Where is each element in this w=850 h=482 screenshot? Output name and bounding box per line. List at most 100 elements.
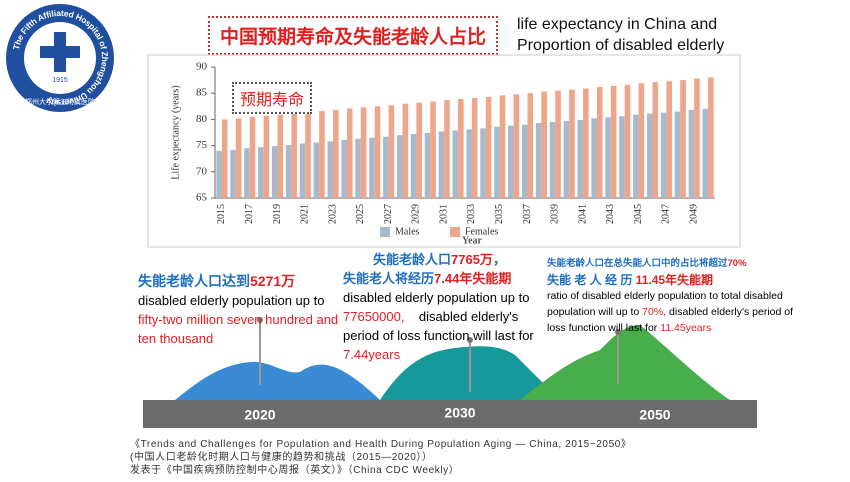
title-en: life expectancy in China and Proportion … (517, 14, 724, 56)
y-tick-label: 75 (196, 139, 208, 151)
bar (438, 131, 445, 198)
bar (319, 111, 325, 198)
bar (444, 100, 450, 198)
x-tick-label: 2015 (216, 204, 227, 224)
y-tick-label: 90 (196, 61, 208, 73)
callout-en-value: fifty-two million seven hundred and ten … (138, 312, 339, 346)
bar (258, 147, 264, 198)
bar (577, 119, 584, 198)
bar (277, 114, 284, 198)
citation-line: 《Trends and Challenges for Population an… (130, 439, 627, 463)
bar (541, 91, 547, 198)
bar (396, 135, 403, 198)
bar (619, 116, 625, 198)
bar (499, 95, 506, 198)
x-tick-label: 2045 (633, 204, 644, 224)
bar (508, 125, 514, 198)
bar (388, 105, 395, 198)
x-tick-label: 2031 (438, 204, 449, 224)
bar (369, 137, 375, 198)
title-cn: 中国预期寿命及失能老龄人占比 (208, 16, 499, 55)
callout-cn-value: 11.45年失能期 (635, 273, 714, 287)
mountain (520, 325, 730, 400)
logo: The Fifth Affiliated Hospital of Zhengzh… (6, 4, 114, 112)
callout-en: disabled elderly population up to (343, 290, 530, 305)
callout-en: ratio of disabled elderly population to … (547, 290, 783, 318)
bar (494, 126, 500, 198)
annotation: 预期寿命 (232, 82, 313, 114)
bar (216, 150, 222, 198)
bar (535, 123, 542, 198)
x-tick-label: 2033 (466, 204, 477, 224)
timeline-year: 2050 (639, 407, 670, 423)
callout-cn: 失能老人将经历 (343, 271, 435, 286)
x-tick-label: 2047 (661, 204, 672, 224)
callout-cn-value: 5271万 (250, 273, 296, 289)
x-axis-label: Year (462, 235, 483, 246)
x-tick-label: 2037 (522, 204, 533, 224)
pin-head (615, 329, 621, 335)
bar (583, 88, 589, 198)
bar (466, 129, 472, 198)
bar (521, 124, 528, 198)
pin-head (257, 317, 263, 323)
bar (346, 108, 353, 198)
bar (680, 80, 686, 198)
bar (480, 128, 486, 198)
bar (646, 113, 653, 198)
bar (424, 133, 431, 198)
legend-swatch (380, 227, 390, 237)
legend-swatch (450, 227, 460, 237)
citation: 《Trends and Challenges for Population an… (130, 438, 630, 477)
callout-cn-value: 7.44年失能期 (434, 271, 512, 286)
bar (610, 85, 617, 198)
y-axis-label: Life expectancy (years) (170, 85, 181, 179)
bar (285, 145, 292, 198)
bar (513, 94, 520, 198)
citation-line: 发表于《中国疾病预防控制中心周报（英文）》（China CDC Weekly） (130, 465, 460, 476)
logo-name: 郑州大学第五附属医院 (25, 97, 95, 106)
bar (694, 78, 700, 198)
bar (596, 86, 603, 198)
bar (416, 102, 422, 198)
bar (652, 82, 659, 198)
bar (452, 130, 459, 198)
callout-en: disabled elderly's period of loss functi… (547, 306, 794, 334)
bar (341, 139, 347, 198)
bar (430, 101, 436, 198)
bar (688, 109, 695, 198)
pin-head (467, 337, 473, 343)
callout-en: disabled elderly's period of loss functi… (343, 309, 534, 343)
x-tick-label: 2043 (605, 204, 616, 224)
bar (230, 149, 236, 198)
callout-cn: 失能老龄人口 (373, 252, 452, 267)
x-tick-label: 2035 (494, 204, 505, 224)
bar (563, 120, 570, 198)
bar (221, 119, 228, 198)
bar (271, 146, 278, 198)
bar (708, 77, 714, 198)
bar (549, 122, 556, 198)
callout: 失能老龄人口在总失能人口中的占比将超过70% 失能 老 人 经 历 11.45年… (547, 256, 797, 336)
bar (624, 84, 631, 198)
bar (305, 112, 311, 198)
bar (402, 103, 409, 198)
callout-cn: 失能 老 人 经 历 (547, 273, 633, 287)
bar (244, 148, 250, 198)
callout-en-value: 70%, (642, 306, 667, 318)
x-tick-label: 2021 (300, 204, 311, 224)
callout: 失能老龄人口达到5271万 disabled elderly populatio… (138, 272, 343, 348)
y-tick-label: 70 (196, 165, 208, 177)
bar (235, 118, 242, 198)
x-tick-label: 2017 (244, 204, 255, 224)
bar (291, 113, 297, 198)
bar (383, 136, 389, 198)
x-tick-label: 2023 (327, 204, 338, 224)
timeline-year: 2030 (444, 405, 475, 421)
callout-en-value: 77650000, (343, 309, 405, 324)
timeline-year: 2020 (244, 407, 275, 423)
bar (527, 93, 534, 198)
bar (333, 109, 339, 198)
bar (410, 134, 417, 198)
